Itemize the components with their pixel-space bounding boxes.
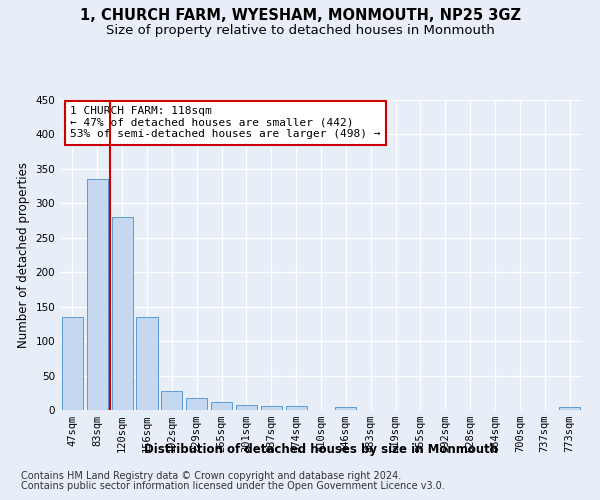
Bar	[186, 398, 207, 410]
Text: Size of property relative to detached houses in Monmouth: Size of property relative to detached ho…	[106, 24, 494, 37]
Bar	[62, 317, 83, 410]
Bar	[136, 317, 158, 410]
Bar	[87, 179, 108, 410]
Bar	[559, 407, 580, 410]
Text: Distribution of detached houses by size in Monmouth: Distribution of detached houses by size …	[144, 442, 498, 456]
Bar	[211, 402, 232, 410]
Text: Contains public sector information licensed under the Open Government Licence v3: Contains public sector information licen…	[21, 481, 445, 491]
Bar	[112, 217, 133, 410]
Bar	[335, 407, 356, 410]
Bar	[161, 390, 182, 410]
Bar	[236, 405, 257, 410]
Text: 1 CHURCH FARM: 118sqm
← 47% of detached houses are smaller (442)
53% of semi-det: 1 CHURCH FARM: 118sqm ← 47% of detached …	[70, 106, 381, 140]
Bar	[286, 406, 307, 410]
Y-axis label: Number of detached properties: Number of detached properties	[17, 162, 30, 348]
Bar	[261, 406, 282, 410]
Text: Contains HM Land Registry data © Crown copyright and database right 2024.: Contains HM Land Registry data © Crown c…	[21, 471, 401, 481]
Text: 1, CHURCH FARM, WYESHAM, MONMOUTH, NP25 3GZ: 1, CHURCH FARM, WYESHAM, MONMOUTH, NP25 …	[79, 8, 521, 22]
